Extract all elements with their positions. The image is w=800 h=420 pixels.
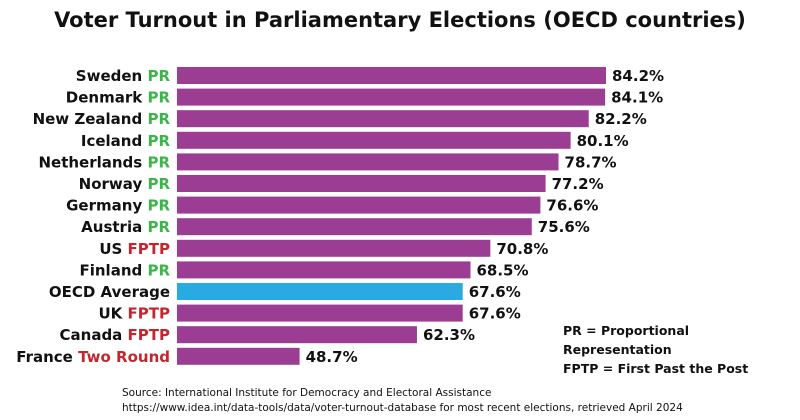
category-label: US FPTP xyxy=(99,240,170,258)
electoral-system: PR xyxy=(147,197,170,215)
country-name: OECD Average xyxy=(49,283,170,301)
category-label: Finland PR xyxy=(79,261,170,279)
bar xyxy=(177,239,491,257)
value-label: 68.5% xyxy=(476,261,528,279)
category-label: Sweden PR xyxy=(76,67,171,85)
value-label: 80.1% xyxy=(577,132,629,150)
bar xyxy=(177,326,417,344)
bar xyxy=(177,261,471,279)
category-label: Netherlands PR xyxy=(38,153,170,171)
electoral-system: PR xyxy=(147,261,170,279)
value-label: 67.6% xyxy=(469,283,521,301)
country-name: Sweden xyxy=(76,67,148,85)
legend-fptp: FPTP = First Past the Post xyxy=(563,361,749,376)
country-name: Norway xyxy=(79,175,148,193)
electoral-system: PR xyxy=(147,218,170,236)
value-label: 77.2% xyxy=(552,175,604,193)
category-label: Austria PR xyxy=(81,218,170,236)
value-label: 78.7% xyxy=(565,153,617,171)
electoral-system: PR xyxy=(147,110,170,128)
electoral-system: FPTP xyxy=(128,305,170,323)
source-line: Source: International Institute for Demo… xyxy=(122,387,492,399)
electoral-system: PR xyxy=(147,153,170,171)
value-label: 84.2% xyxy=(612,67,664,85)
electoral-system: PR xyxy=(147,132,170,150)
country-name: Finland xyxy=(79,261,147,279)
country-name: US xyxy=(99,240,127,258)
category-label: New Zealand PR xyxy=(33,110,171,128)
category-label: Germany PR xyxy=(66,197,170,215)
country-name: Germany xyxy=(66,197,147,215)
country-name: Canada xyxy=(60,326,128,344)
bar xyxy=(177,175,546,192)
source-note: Source: International Institute for Demo… xyxy=(122,386,683,416)
country-name: UK xyxy=(99,305,128,323)
country-name: New Zealand xyxy=(33,110,148,128)
country-name: Denmark xyxy=(66,89,148,107)
category-label: UK FPTP xyxy=(99,305,171,323)
country-name: Netherlands xyxy=(38,153,147,171)
category-label: Denmark PR xyxy=(66,89,171,107)
bar xyxy=(177,67,606,84)
bar xyxy=(177,283,463,300)
value-label: 62.3% xyxy=(423,326,475,344)
value-label: 84.1% xyxy=(611,89,663,107)
category-label: Canada FPTP xyxy=(60,326,170,344)
country-name: Iceland xyxy=(81,132,148,150)
category-label: Norway PR xyxy=(79,175,171,193)
electoral-system: PR xyxy=(147,89,170,107)
electoral-system: FPTP xyxy=(128,240,170,258)
bar xyxy=(177,131,571,149)
country-name: Austria xyxy=(81,218,147,236)
country-name: France xyxy=(16,348,78,366)
bar xyxy=(177,347,300,365)
chart-title: Voter Turnout in Parliamentary Elections… xyxy=(54,8,746,32)
bar xyxy=(177,196,541,214)
electoral-system: FPTP xyxy=(128,326,170,344)
electoral-system: Two Round xyxy=(78,348,170,366)
legend: PR = Proportional Representation FPTP = … xyxy=(563,321,800,378)
source-url: https://www.idea.int/data-tools/data/vot… xyxy=(122,402,683,414)
value-label: 67.6% xyxy=(469,305,521,323)
value-label: 76.6% xyxy=(546,197,598,215)
value-label: 82.2% xyxy=(595,110,647,128)
category-label: OECD Average xyxy=(49,283,170,301)
bar xyxy=(177,110,589,128)
value-label: 48.7% xyxy=(306,348,358,366)
bar xyxy=(177,153,559,171)
value-label: 75.6% xyxy=(538,218,590,236)
bar xyxy=(177,218,532,236)
category-label: France Two Round xyxy=(16,348,170,366)
category-label: Iceland PR xyxy=(81,132,171,150)
electoral-system: PR xyxy=(147,67,170,85)
legend-pr: PR = Proportional Representation xyxy=(563,323,690,357)
bar xyxy=(177,88,606,106)
electoral-system: PR xyxy=(147,175,170,193)
bar xyxy=(177,304,463,322)
value-label: 70.8% xyxy=(496,240,548,258)
